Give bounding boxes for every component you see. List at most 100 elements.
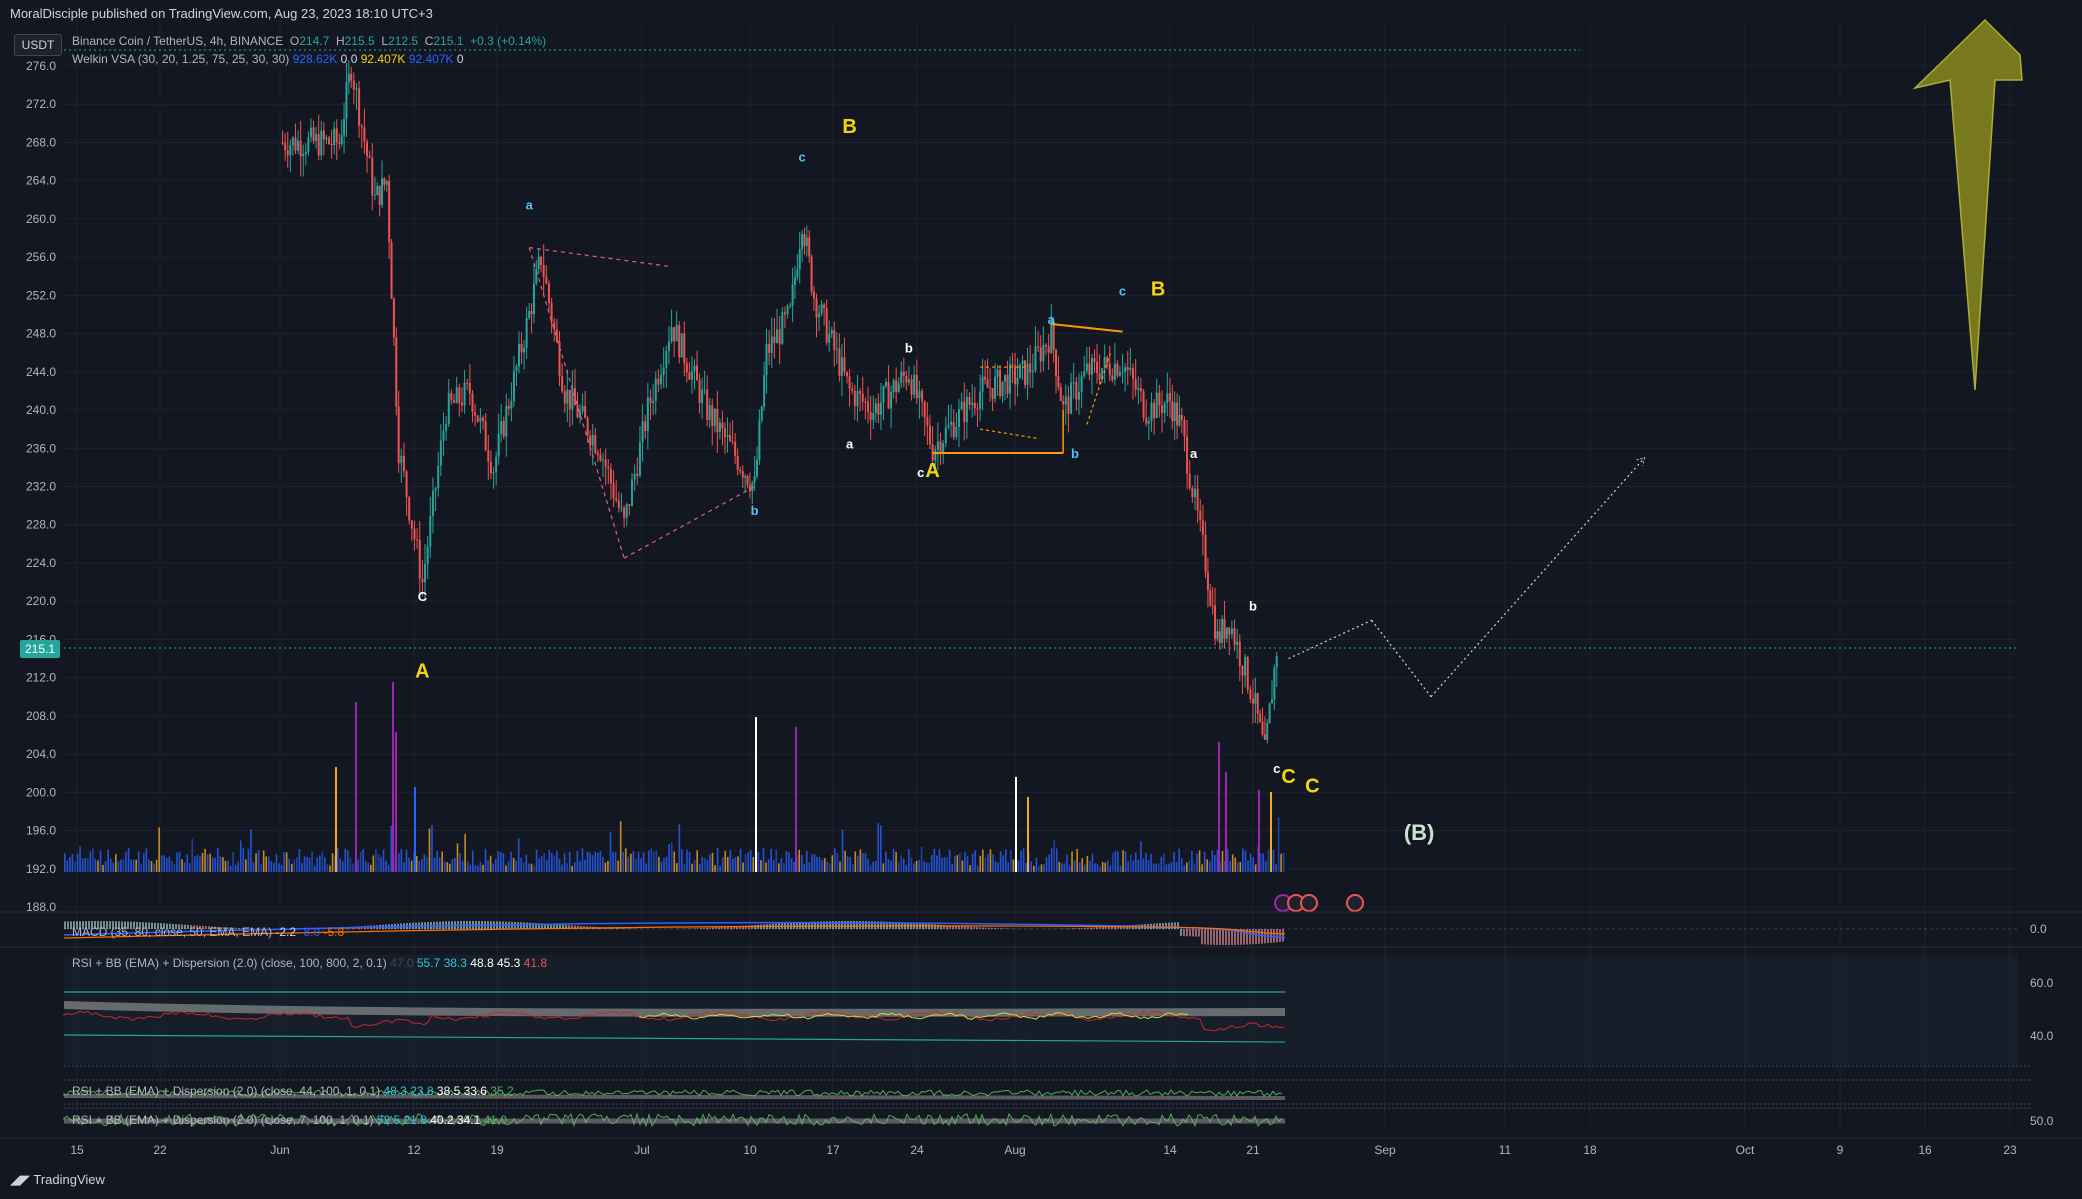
vsa-legend[interactable]: Welkin VSA (30, 20, 1.25, 75, 25, 30, 30… xyxy=(72,52,464,66)
candle-body xyxy=(402,455,405,472)
macd-histogram-bar xyxy=(697,928,699,929)
volume-bar xyxy=(841,829,844,872)
volume-bar xyxy=(160,855,163,872)
candle-body xyxy=(1021,360,1024,365)
candle-body xyxy=(507,405,510,409)
candle-body xyxy=(628,504,631,506)
macd-histogram-bar xyxy=(154,922,156,929)
candle-body xyxy=(1101,368,1104,380)
volume-bar xyxy=(864,852,867,872)
volume-bar xyxy=(211,857,214,872)
candle-body xyxy=(302,154,305,157)
candle-body xyxy=(424,564,427,583)
volume-bar xyxy=(1157,863,1160,872)
candle-body xyxy=(335,128,338,143)
candle-body xyxy=(612,483,615,499)
candle-body xyxy=(358,88,361,126)
symbol-legend[interactable]: Binance Coin / TetherUS, 4h, BINANCE O21… xyxy=(72,34,546,48)
volume-bar xyxy=(339,858,341,872)
macd-histogram-bar xyxy=(97,921,99,929)
macd-histogram-bar xyxy=(442,921,444,929)
candle-body xyxy=(708,405,711,420)
volume-bar xyxy=(415,855,418,872)
candle-body xyxy=(872,412,875,421)
rsi2-label: RSI + BB (EMA) + Dispersion (2.0) (close… xyxy=(72,1084,381,1098)
macd-histogram-bar xyxy=(199,925,201,929)
candle-body xyxy=(566,389,569,404)
candle-body xyxy=(763,375,766,407)
volume-bar xyxy=(1247,860,1249,872)
macd-histogram-bar xyxy=(67,921,69,929)
candle-body xyxy=(690,371,693,380)
candle-body xyxy=(991,388,994,399)
macd-histogram-bar xyxy=(1174,922,1176,929)
volume-bar xyxy=(372,855,375,872)
volume-bar xyxy=(99,850,102,872)
high-label: H xyxy=(335,34,345,48)
volume-bar xyxy=(183,862,186,872)
candle-body xyxy=(741,471,744,478)
volume-bar xyxy=(971,853,974,872)
candle-body xyxy=(1011,364,1014,366)
candle-body xyxy=(317,134,320,156)
volume-bar xyxy=(918,859,920,872)
macd-histogram-bar xyxy=(1078,928,1080,929)
candle-body xyxy=(701,389,704,403)
candle-body xyxy=(905,375,908,383)
volume-bar xyxy=(994,861,997,872)
volume-bar xyxy=(1048,854,1050,872)
volume-bar xyxy=(1114,850,1117,872)
volume-bar xyxy=(818,857,821,872)
wave-label: c xyxy=(1273,761,1280,776)
macd-histogram-bar xyxy=(976,927,978,929)
volume-bar xyxy=(1211,850,1214,872)
macd-histogram-bar xyxy=(1201,929,1203,945)
volume-bar xyxy=(1186,862,1188,872)
tradingview-logo[interactable]: ◢◤ TradingView xyxy=(10,1172,105,1188)
macd-histogram-bar xyxy=(877,921,879,929)
candle-body xyxy=(1052,321,1055,350)
last-price-tag: 215.1 xyxy=(20,640,60,658)
volume-bar xyxy=(252,862,255,872)
rsi1-bb xyxy=(63,1001,1286,1017)
macd-legend[interactable]: MACD (35, 80, close, 50, EMA, EMA) -2.2 … xyxy=(72,925,344,939)
volume-bar xyxy=(665,856,668,872)
candle-body xyxy=(1233,628,1236,646)
volume-bar xyxy=(293,859,296,872)
volume-bar xyxy=(69,857,71,872)
macd-histogram-bar xyxy=(1279,929,1281,942)
macd-histogram-bar xyxy=(823,921,825,929)
rsi2-legend[interactable]: RSI + BB (EMA) + Dispersion (2.0) (close… xyxy=(72,1084,514,1098)
candle-body xyxy=(489,461,492,474)
volume-bar xyxy=(163,855,166,872)
candle-body xyxy=(1034,346,1037,371)
candle-body xyxy=(820,304,823,314)
volume-bar xyxy=(1242,848,1244,872)
volume-bar xyxy=(489,855,492,872)
macd-histogram-bar xyxy=(130,921,132,929)
volume-bar xyxy=(336,848,339,872)
volume-bar xyxy=(74,861,76,872)
volume-bar xyxy=(612,851,614,872)
macd-histogram-bar xyxy=(1120,925,1122,929)
candle-body xyxy=(591,434,594,446)
candle-body xyxy=(984,376,987,380)
candle-body xyxy=(693,365,696,372)
volume-bar xyxy=(97,860,99,872)
candle-body xyxy=(963,401,966,423)
rsi1-v3: 48.8 xyxy=(470,956,494,970)
volume-bar xyxy=(999,851,1002,872)
macd-histogram-bar xyxy=(439,921,441,929)
macd-histogram-bar xyxy=(871,921,873,929)
volume-bar xyxy=(859,849,862,872)
macd-histogram-bar xyxy=(142,922,144,929)
rsi3-legend[interactable]: RSI + BB (EMA) + Dispersion (2.0) (close… xyxy=(72,1113,507,1127)
volume-bar xyxy=(260,863,262,872)
candle-body xyxy=(388,181,391,243)
rsi1-legend[interactable]: RSI + BB (EMA) + Dispersion (2.0) (close… xyxy=(72,956,547,970)
currency-badge[interactable]: USDT xyxy=(14,34,62,56)
volume-bar xyxy=(92,848,94,872)
macd-histogram-bar xyxy=(232,927,234,929)
volume-bar xyxy=(250,829,252,872)
